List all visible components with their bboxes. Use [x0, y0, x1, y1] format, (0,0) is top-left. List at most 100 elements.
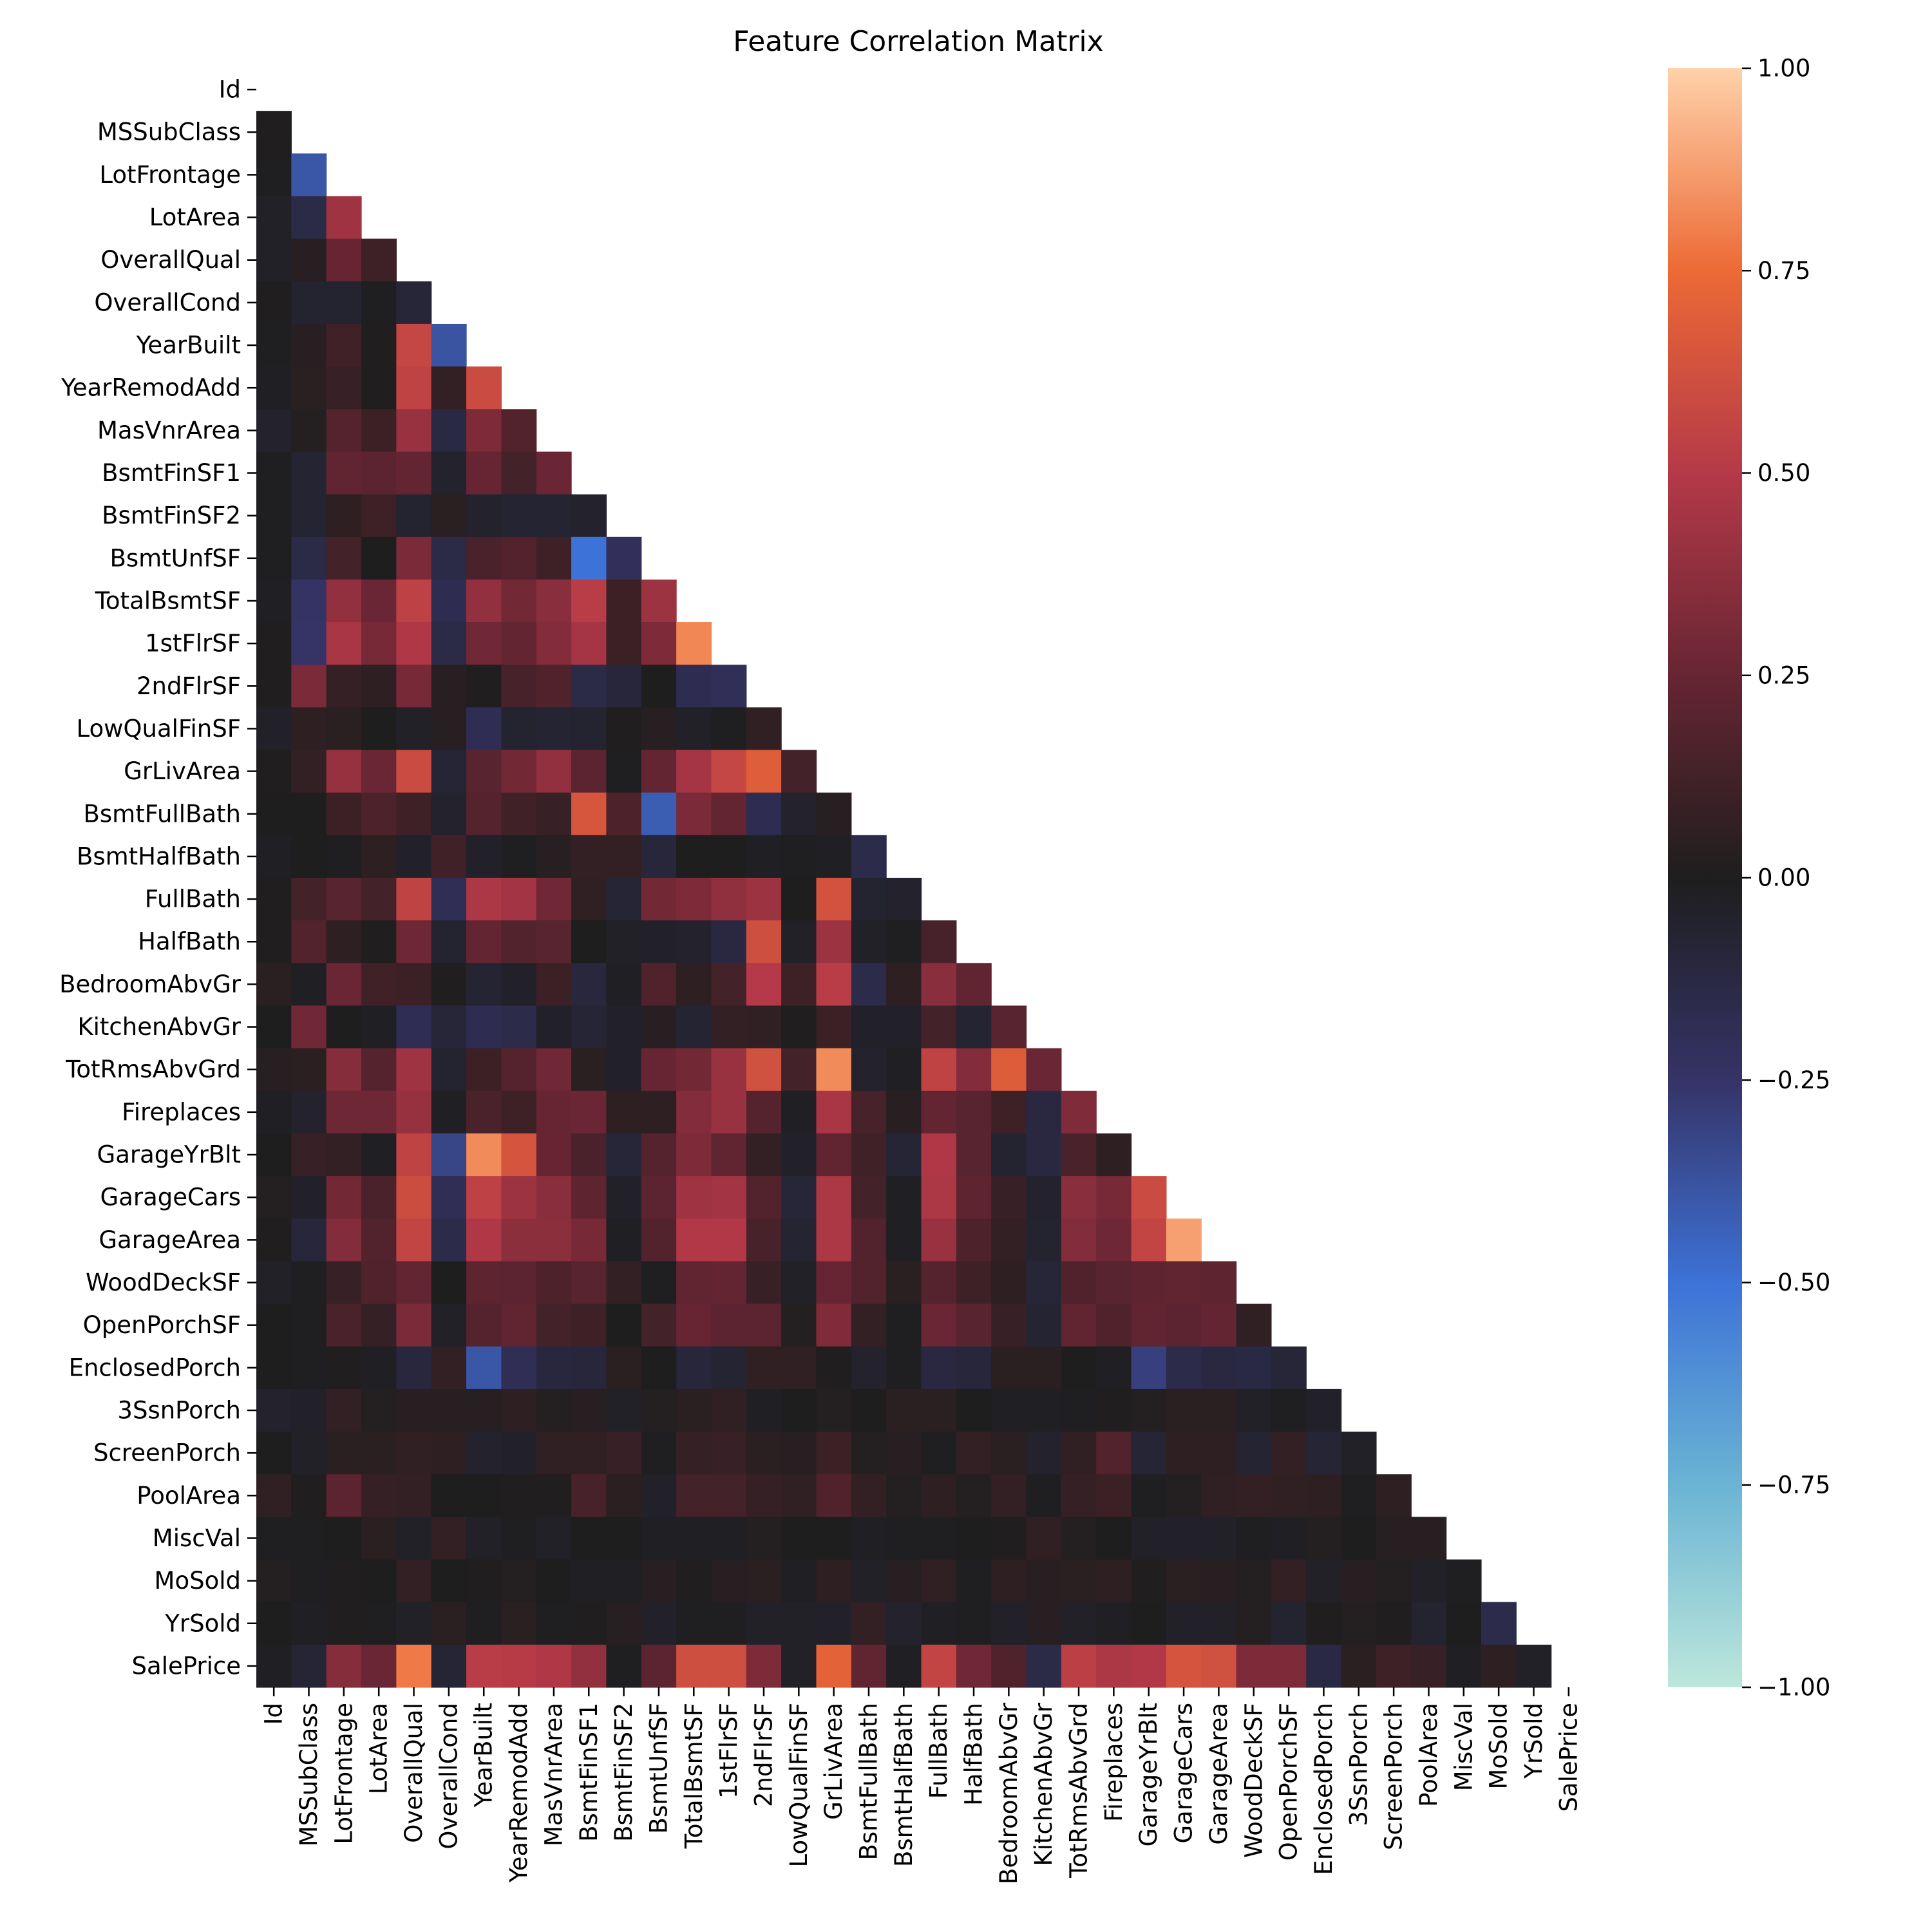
heatmap-cell [536, 1048, 572, 1092]
heatmap-cell [536, 963, 572, 1007]
heatmap-cell [711, 1133, 747, 1177]
x-tick-label: BsmtFinSF2 [610, 1703, 638, 1842]
heatmap-cell [641, 835, 677, 878]
heatmap-cell [396, 1218, 432, 1262]
heatmap-cell [466, 1559, 502, 1603]
heatmap-cell [361, 1644, 397, 1688]
heatmap-cell [396, 1432, 432, 1475]
y-tick-label: BsmtUnfSF [109, 544, 241, 572]
heatmap-cell [606, 920, 642, 963]
heatmap-cell [886, 878, 922, 921]
heatmap-cell [641, 878, 677, 921]
colorbar-tick-label: 0.50 [1757, 459, 1810, 487]
heatmap-cell [536, 451, 572, 495]
heatmap-cell [361, 494, 397, 538]
heatmap-cell [956, 1176, 992, 1219]
heatmap-cell [816, 1303, 852, 1347]
heatmap-cell [1096, 1644, 1132, 1688]
heatmap-cell [256, 1261, 292, 1305]
heatmap-cell [396, 750, 432, 793]
y-tick-label: KitchenAbvGr [77, 1013, 241, 1041]
heatmap-cell [326, 1133, 362, 1177]
heatmap-cell [1411, 1644, 1447, 1688]
heatmap-cell [501, 792, 537, 836]
heatmap-cell [501, 1432, 537, 1475]
heatmap-cell [536, 1005, 572, 1049]
heatmap-cell [361, 665, 397, 708]
heatmap-cell [746, 1602, 782, 1645]
heatmap-cell [851, 1261, 887, 1305]
x-tick-label: BsmtUnfSF [645, 1703, 672, 1834]
heatmap-cell [641, 579, 677, 623]
heatmap-cell [641, 622, 677, 665]
heatmap-cell [921, 1090, 957, 1134]
heatmap-cell [1236, 1602, 1272, 1645]
heatmap-cell [571, 494, 607, 538]
heatmap-cell [816, 1559, 852, 1603]
heatmap-cell [571, 707, 607, 751]
heatmap-cell [921, 1303, 957, 1347]
heatmap-cell [1061, 1388, 1097, 1432]
heatmap-cell [536, 1432, 572, 1475]
heatmap-cell [1096, 1218, 1132, 1262]
heatmap-cell [676, 1474, 712, 1517]
heatmap-cell [676, 792, 712, 836]
heatmap-cell [1236, 1644, 1272, 1688]
heatmap-cell [501, 963, 537, 1007]
heatmap-cell [431, 1090, 467, 1134]
heatmap-cell [711, 1432, 747, 1475]
heatmap-cell [291, 536, 327, 580]
y-tick-label: SalePrice [132, 1652, 241, 1680]
heatmap-cell [711, 1218, 747, 1262]
heatmap-cell [466, 1644, 502, 1688]
heatmap-cell [991, 1388, 1027, 1432]
heatmap-cell [1341, 1602, 1377, 1645]
heatmap-cell [431, 792, 467, 836]
heatmap-cell [711, 920, 747, 963]
heatmap-cell [781, 1133, 817, 1177]
heatmap-cell [361, 750, 397, 793]
y-tick-label: GrLivArea [124, 757, 241, 785]
heatmap-cell [991, 1432, 1027, 1475]
heatmap-cell [361, 238, 397, 282]
heatmap-cell [921, 1176, 957, 1219]
heatmap-cell [921, 1133, 957, 1177]
colorbar-tick-label: −0.25 [1757, 1066, 1830, 1094]
heatmap-cell [1026, 1602, 1062, 1645]
heatmap-cell [256, 153, 292, 197]
heatmap-cell [466, 536, 502, 580]
heatmap-cell [1061, 1602, 1097, 1645]
heatmap-cell [711, 1261, 747, 1305]
colorbar-tick-label: −0.75 [1757, 1471, 1830, 1499]
heatmap-cell [466, 1176, 502, 1219]
x-tick-label: 2ndFlrSF [750, 1703, 777, 1807]
heatmap-cell [431, 1048, 467, 1092]
heatmap-cell [361, 792, 397, 836]
heatmap-cell [291, 920, 327, 963]
heatmap-cell [396, 1303, 432, 1347]
y-tick-label: BsmtFullBath [84, 800, 242, 828]
heatmap-cell [396, 1090, 432, 1134]
x-tick-label: 3SsnPorch [1345, 1703, 1372, 1826]
heatmap-cell [606, 1559, 642, 1603]
heatmap-cell [256, 1090, 292, 1134]
heatmap-cell [921, 1474, 957, 1517]
colorbar: 1.00 0.75 0.50 0.25 0.00 −0.25 −0.50 −0.75 −1.00 [1668, 55, 1830, 1701]
heatmap-cell [1376, 1474, 1412, 1517]
heatmap-cell [816, 1218, 852, 1262]
heatmap-cell [641, 1303, 677, 1347]
heatmap-cell [291, 1303, 327, 1347]
heatmap-cell [361, 1005, 397, 1049]
heatmap-cell [711, 1176, 747, 1219]
heatmap-cell [326, 1559, 362, 1603]
x-tick-label: GarageCars [1170, 1703, 1198, 1843]
x-tick-label: GarageArea [1205, 1703, 1233, 1845]
heatmap-cell [606, 1474, 642, 1517]
heatmap-cell [466, 1048, 502, 1092]
heatmap-cell [326, 878, 362, 921]
heatmap-cell [291, 409, 327, 453]
heatmap-cell [606, 1644, 642, 1688]
heatmap-cell [1166, 1432, 1202, 1475]
heatmap-cell [396, 1517, 432, 1560]
colorbar-tick-label: 0.00 [1757, 864, 1810, 892]
